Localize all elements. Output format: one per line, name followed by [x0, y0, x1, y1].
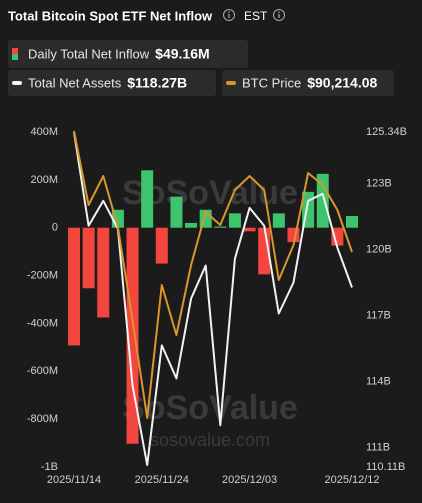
bar — [155, 227, 168, 264]
legend-label: Total Net Assets — [28, 75, 122, 90]
y2-tick-label: 111B — [366, 441, 390, 453]
y-tick-label: -1B — [41, 461, 58, 473]
y-tick-label: 0 — [52, 222, 58, 234]
bar — [126, 227, 139, 444]
x-tick-label: 2025/12/12 — [324, 474, 379, 486]
watermark-url: sosovalue.com — [150, 430, 270, 450]
bar — [185, 222, 198, 228]
bar — [316, 173, 329, 228]
bar — [331, 227, 344, 246]
legend-value: $90,214.08 — [307, 75, 377, 91]
bar — [141, 170, 154, 228]
chart-title: Total Bitcoin Spot ETF Net Inflow — [8, 8, 213, 23]
y2-tick-label: 114B — [366, 375, 391, 387]
bar — [243, 227, 256, 232]
bar — [346, 215, 358, 228]
legend-swatch — [12, 81, 22, 85]
y2-tick-label: 123B — [366, 177, 392, 189]
legend-box — [8, 70, 216, 96]
info-icon[interactable] — [223, 9, 235, 21]
watermark: SoSoValue — [122, 389, 298, 427]
line — [73, 131, 353, 466]
legend-label: BTC Price — [242, 75, 301, 90]
y2-tick-label: 120B — [366, 243, 392, 255]
legend-label: Daily Total Net Inflow — [28, 46, 150, 61]
legend-value: $49.16M — [155, 46, 209, 62]
y-tick-label: -800M — [27, 413, 58, 425]
y2-tick-label: 110.11B — [366, 461, 405, 473]
timezone: EST — [244, 9, 268, 23]
bar — [68, 227, 80, 346]
legend-box — [222, 70, 394, 96]
legend-swatch — [12, 54, 18, 60]
legend-box — [8, 40, 248, 68]
line — [73, 130, 353, 419]
y-tick-label: 400M — [30, 126, 58, 138]
bar — [97, 227, 110, 318]
bar — [170, 196, 183, 228]
info-icon[interactable] — [273, 9, 285, 21]
y-tick-label: 200M — [30, 174, 58, 186]
x-tick-label: 2025/11/24 — [135, 474, 189, 486]
y-tick-label: -200M — [27, 269, 58, 281]
y2-tick-label: 125.34B — [366, 126, 407, 138]
legend-value: $118.27B — [127, 75, 187, 91]
bar — [272, 213, 285, 228]
bar — [82, 227, 95, 289]
y-tick-label: -600M — [27, 365, 58, 377]
y-tick-label: -400M — [27, 317, 58, 329]
bar — [287, 227, 300, 243]
x-tick-label: 2025/11/14 — [47, 474, 101, 486]
bar — [214, 226, 227, 228]
legend-swatch — [226, 81, 236, 85]
y2-tick-label: 117B — [366, 309, 391, 321]
bar — [228, 213, 241, 228]
legend-swatch — [12, 48, 18, 54]
x-tick-label: 2025/12/03 — [222, 474, 277, 486]
